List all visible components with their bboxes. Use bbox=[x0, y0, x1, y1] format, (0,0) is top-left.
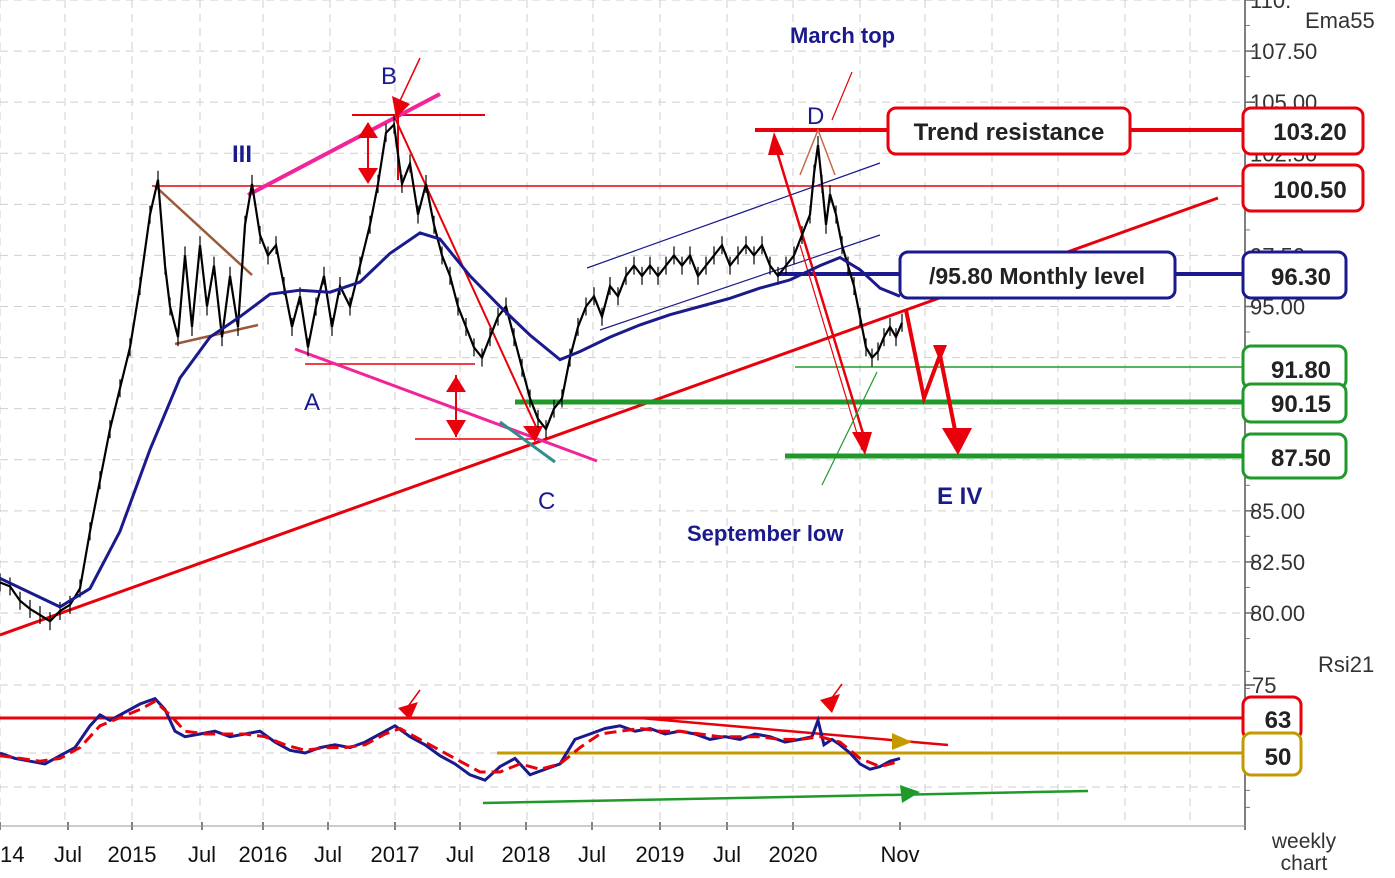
x-tick-label-13: Nov bbox=[880, 842, 919, 867]
b-double-arrowhead-bottom bbox=[358, 168, 378, 184]
teal-short-line bbox=[499, 420, 556, 464]
price-series bbox=[0, 115, 904, 631]
rsi-signal-line bbox=[0, 699, 901, 774]
b-double-arrowhead-top bbox=[358, 122, 378, 138]
brown-upper-line bbox=[154, 185, 253, 276]
y-tick-label-11: 82.50 bbox=[1250, 550, 1305, 575]
price-line bbox=[0, 122, 904, 623]
x-tick-label-6: 2017 bbox=[371, 842, 420, 867]
x-tick-label-1: Jul bbox=[54, 842, 82, 867]
trend-resistance-box bbox=[886, 106, 1132, 156]
ema-indicator-label: Ema55 bbox=[1305, 8, 1375, 33]
level-boxes: Trend resistance /95.80 Monthly level 10… bbox=[886, 106, 1365, 777]
value-87: 87.50 bbox=[1271, 445, 1331, 472]
timeframe-label-1: weekly bbox=[1271, 830, 1337, 853]
wave-b-label: B bbox=[381, 63, 397, 90]
y-tick-label-12: 80.00 bbox=[1250, 601, 1305, 626]
ema55-line bbox=[0, 231, 901, 609]
september-low-arrow bbox=[821, 371, 878, 486]
brown-lower-line bbox=[174, 323, 259, 346]
d-top-arrowhead bbox=[768, 132, 784, 155]
rsi-value-63: 63 bbox=[1265, 707, 1292, 734]
september-low-label: September low bbox=[687, 521, 844, 546]
y-tick-label-10: 85.00 bbox=[1250, 499, 1305, 524]
value-103: 103.20 bbox=[1273, 119, 1346, 146]
b-arrowhead bbox=[392, 96, 410, 118]
x-ticks: 14 Jul 2015 Jul 2016 Jul 2017 Jul 2018 Jul 2019 Jul… bbox=[0, 822, 1245, 867]
rsi-arrow-2020-stem bbox=[825, 683, 843, 707]
value-100: 100.50 bbox=[1273, 177, 1346, 204]
trend-resistance-text: Trend resistance bbox=[914, 119, 1105, 146]
c-double-arrowhead-top bbox=[446, 376, 466, 392]
value-box-87 bbox=[1241, 432, 1348, 480]
projection-arrowhead-1 bbox=[933, 345, 947, 362]
rsi-arrow-green bbox=[900, 785, 920, 803]
rsi-indicator-label: Rsi21 bbox=[1318, 652, 1374, 677]
value-box-103 bbox=[1241, 106, 1365, 156]
x-tick-label-8: 2018 bbox=[502, 842, 551, 867]
value-box-90 bbox=[1241, 382, 1348, 424]
rsi-arrow-2017-stem bbox=[403, 689, 421, 713]
projected-path bbox=[904, 309, 960, 446]
projection-arrowhead-2 bbox=[942, 428, 972, 455]
wave-a-label: A bbox=[304, 389, 320, 416]
rsi-box-50 bbox=[1241, 731, 1303, 777]
value-90: 90.15 bbox=[1271, 391, 1331, 418]
wave-c-label: C bbox=[538, 488, 555, 515]
rsi-value-50: 50 bbox=[1265, 744, 1292, 771]
pink-lower-line bbox=[294, 347, 598, 463]
channel-upper bbox=[586, 162, 881, 269]
value-91: 91.80 bbox=[1271, 357, 1331, 384]
b-arrow-stem bbox=[397, 57, 421, 106]
rsi-arrow-yellow bbox=[892, 733, 912, 750]
d-decline-arrowhead bbox=[852, 432, 872, 455]
march-top-label: March top bbox=[790, 23, 895, 48]
rsi-structure bbox=[0, 683, 1245, 805]
timeframe-label-2: chart bbox=[1281, 852, 1328, 875]
x-tick-label-10: 2019 bbox=[636, 842, 685, 867]
c-arrowhead bbox=[523, 426, 543, 442]
wave-d-label: D bbox=[807, 103, 824, 130]
d-rise-arrow bbox=[799, 244, 863, 451]
d-decline-arrow bbox=[773, 144, 867, 441]
d-arrow-stem bbox=[831, 71, 853, 121]
pink-upper-line bbox=[247, 92, 441, 197]
x-tick-label-5: Jul bbox=[314, 842, 342, 867]
x-tick-label-4: 2016 bbox=[239, 842, 288, 867]
x-tick-label-3: Jul bbox=[188, 842, 216, 867]
rsi-series bbox=[0, 696, 901, 782]
value-box-96 bbox=[1241, 250, 1348, 300]
monthly-level-box bbox=[898, 250, 1177, 300]
monthly-level-text: /95.80 Monthly level bbox=[929, 263, 1145, 289]
rsi-arrow-2017 bbox=[398, 702, 418, 720]
y-tick-label-0: 110. bbox=[1250, 0, 1291, 13]
x-tick-label-9: Jul bbox=[578, 842, 606, 867]
rsi-line bbox=[0, 696, 901, 782]
x-tick-label-7: Jul bbox=[446, 842, 474, 867]
rsi-support-line bbox=[482, 789, 1089, 805]
d-peak-triangle bbox=[799, 127, 836, 176]
b-to-c-line bbox=[394, 117, 539, 432]
wave-e-label: E IV bbox=[937, 483, 982, 510]
x-tick-label-0: 14 bbox=[0, 842, 24, 867]
rsi-arrow-2020 bbox=[820, 694, 840, 713]
x-tick-label-12: 2020 bbox=[769, 842, 818, 867]
x-tick-label-2: 2015 bbox=[108, 842, 157, 867]
value-96: 96.30 bbox=[1271, 264, 1331, 291]
value-box-100 bbox=[1241, 163, 1365, 213]
c-double-arrowhead-bottom bbox=[446, 420, 466, 437]
channel-lower bbox=[599, 234, 881, 331]
wave-iii-label: III bbox=[232, 141, 252, 168]
y-tick-label-1: 107.50 bbox=[1250, 39, 1317, 64]
x-tick-label-11: Jul bbox=[713, 842, 741, 867]
chart-structure bbox=[0, 57, 1245, 637]
rsi-tick-label-0: 75 bbox=[1252, 673, 1276, 698]
